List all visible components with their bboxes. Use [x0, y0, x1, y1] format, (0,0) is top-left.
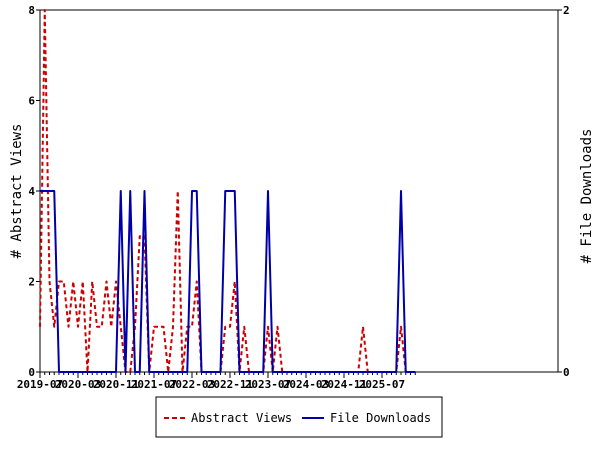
x-tick-label: 2025-07: [359, 378, 405, 391]
y-left-tick-label: 4: [28, 185, 35, 198]
series-line-file-downloads: [40, 190, 416, 373]
y-axis-left: 0 2 4 6 8: [28, 4, 40, 379]
y-left-tick-label: 2: [28, 276, 35, 289]
y-right-tick-label: 0: [563, 366, 570, 379]
legend-label-file-downloads: File Downloads: [330, 411, 431, 425]
x-tick-label: 2023-07: [245, 378, 291, 391]
legend-label-abstract-views: Abstract Views: [191, 411, 292, 425]
legend-box: [155, 396, 443, 438]
x-tick-label: 2022-11: [207, 378, 254, 391]
x-tick-label: 2024-11: [321, 378, 368, 391]
y-left-tick-label: 0: [28, 366, 35, 379]
y-left-tick-label: 8: [28, 4, 35, 17]
y-left-axis-title: # Abstract Views: [9, 124, 25, 259]
legend: Abstract Views File Downloads: [155, 396, 443, 438]
x-tick-label: 2024-03: [283, 378, 329, 391]
x-axis: 2019-072020-032020-112021-072022-032022-…: [17, 372, 416, 391]
x-tick-label: 2019-07: [17, 378, 63, 391]
y-axis-right: 02: [558, 4, 570, 379]
y-right-tick-label: 2: [563, 4, 570, 17]
series-layer: [39, 9, 416, 373]
x-tick-label: 2022-03: [169, 378, 215, 391]
x-tick-label: 2021-07: [131, 378, 177, 391]
y-right-axis-title: # File Downloads: [579, 129, 595, 264]
x-tick-label: 2020-03: [55, 378, 101, 391]
x-tick-label: 2020-11: [93, 378, 140, 391]
y-left-tick-label: 6: [28, 95, 35, 108]
